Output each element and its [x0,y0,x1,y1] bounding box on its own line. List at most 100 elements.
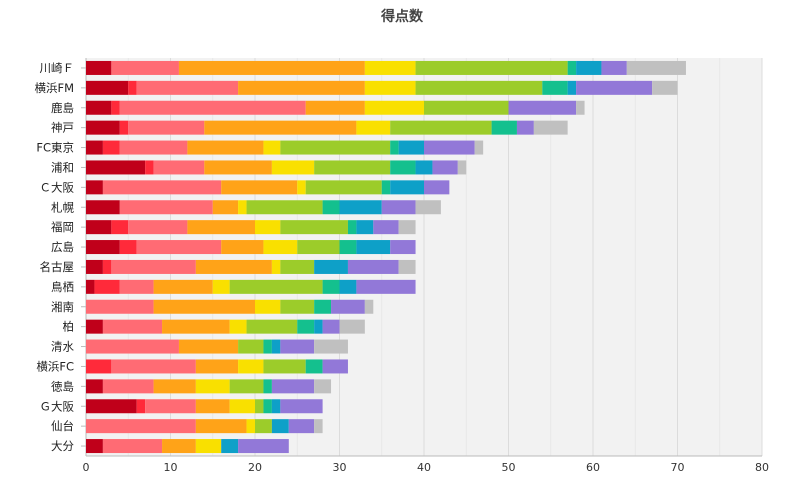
bar-segment [424,100,509,115]
bar-segment [119,120,129,135]
bar-segment [86,379,103,394]
bar-segment [178,60,365,75]
bar-segment [339,319,365,334]
bar-segment [305,100,365,115]
bar-segment [424,180,450,195]
bar-segment [491,120,517,135]
bar-segment [390,240,416,255]
bar-segment [508,100,577,115]
bar-segment [263,359,306,374]
bar-segment [280,140,391,155]
bar-segment [195,379,230,394]
bar-segment [339,240,357,255]
bar-segment [314,319,323,334]
bar-segment [542,80,568,95]
bar-segment [212,279,230,294]
x-tick-label: 20 [248,461,262,474]
bar-segment [86,439,103,454]
bar-segment [567,80,577,95]
bar-segment [221,439,239,454]
bar-segment [238,80,365,95]
bar-segment [364,299,374,314]
bar-segment [305,180,382,195]
category-label: 横浜FM [34,81,74,95]
bar-segment [195,259,272,274]
bar-segment [356,279,416,294]
bar-segment [576,100,585,115]
bar-segment [119,100,306,115]
bar-segment [195,419,247,434]
bar-segment [347,259,399,274]
bar-segment [238,200,247,215]
category-label: 福岡 [51,220,74,234]
bar-segment [102,259,112,274]
bar-segment [297,180,306,195]
bar-segment [322,359,348,374]
bar-segment [86,399,137,414]
bar-segment [111,259,196,274]
bar-segment [86,339,179,354]
bar-segment [576,80,653,95]
category-label: FC東京 [36,141,74,155]
bar-segment [238,339,264,354]
category-label: 徳島 [51,379,74,393]
bar-segment [373,220,399,235]
bar-segment [271,419,289,434]
bar-segment [415,60,568,75]
bar-segment [356,240,391,255]
category-label: 湘南 [51,300,74,314]
bar-segment [94,279,120,294]
bar-segment [102,319,163,334]
bar-segment [356,120,391,135]
bar-segment [119,240,137,255]
bar-segment [86,279,95,294]
category-label: 清水 [51,340,74,354]
bar-segment [390,120,492,135]
bar-segment [424,140,475,155]
bar-segment [111,100,120,115]
bar-segment [229,279,323,294]
bar-segment [652,80,678,95]
bar-segment [86,100,112,115]
bar-segment [271,379,315,394]
bar-segment [136,240,222,255]
bar-segment [86,180,103,195]
bar-segment [390,180,424,195]
bar-segment [271,259,281,274]
bar-segment [280,399,323,414]
bar-segment [398,259,416,274]
bar-segment [626,60,686,75]
bar-segment [381,180,391,195]
bar-segment [255,399,264,414]
category-label: 札幌 [51,200,74,214]
chart-title: 得点数 [381,9,423,25]
bar-segment [263,240,298,255]
bar-segment [238,439,289,454]
bar-segment [280,299,315,314]
bar-segment [457,160,467,175]
bar-segment [187,140,264,155]
bar-segment [153,279,213,294]
bar-segment [356,220,374,235]
bar-segment [102,439,163,454]
category-label: 鳥栖 [51,280,74,294]
bar-segment [136,80,239,95]
bar-segment [221,180,298,195]
bar-segment [567,60,577,75]
bar-segment [474,140,484,155]
bar-segment [339,279,357,294]
bar-segment [398,140,424,155]
bar-segment [145,160,154,175]
bar-segment [86,220,112,235]
bar-segment [322,279,340,294]
category-label: 神戸 [51,121,74,135]
bar-segment [86,319,103,334]
bar-segment [238,359,264,374]
bar-segment [111,359,196,374]
x-tick-label: 0 [83,461,90,474]
bar-segment [263,140,281,155]
bar-segment [381,200,416,215]
bar-segment [364,80,416,95]
